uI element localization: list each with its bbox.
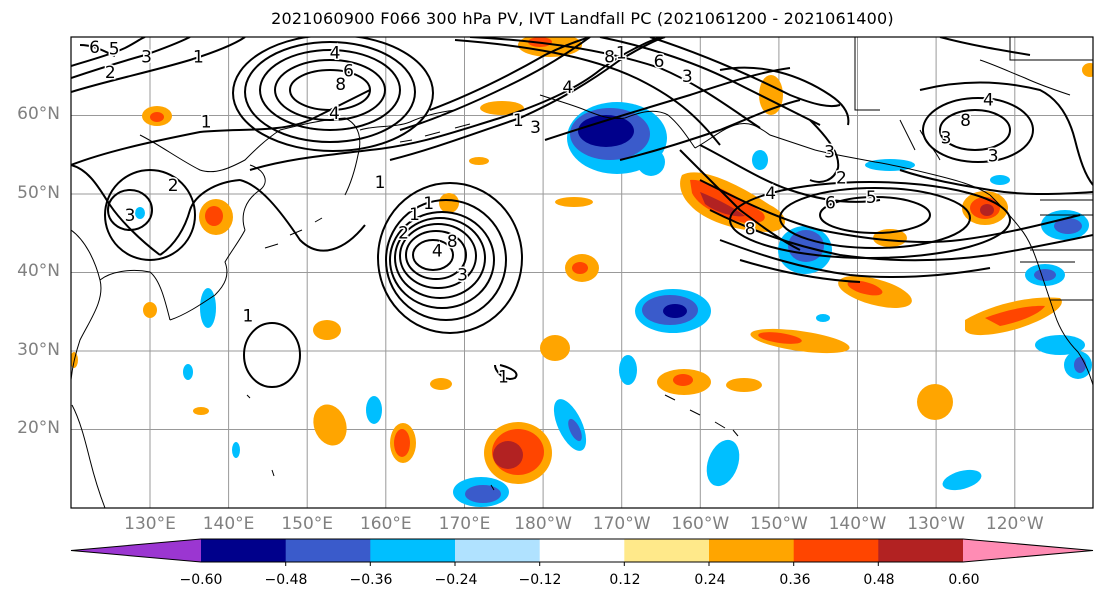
lon-label-120w: 120°W	[985, 514, 1044, 534]
colorbar-tick-label: 0.24	[694, 572, 726, 588]
contour-label: 4	[562, 78, 573, 98]
colorbar-tick-label: 0.48	[863, 572, 895, 588]
lon-label-150e: 150°E	[281, 514, 334, 534]
map-title: 2021060900 F066 300 hPa PV, IVT Landfall…	[271, 9, 894, 28]
colorbar-tick-label: −0.36	[349, 572, 393, 588]
contour-label: 3	[824, 142, 835, 162]
contour-label: 1	[409, 205, 420, 225]
lon-label-130w: 130°W	[907, 514, 965, 534]
pos-patch-pnw	[962, 191, 1008, 225]
lon-label-170w: 170°W	[592, 514, 651, 534]
colorbar-extend-max	[963, 539, 1093, 562]
contour-label: 4	[329, 104, 340, 124]
pos-patch-calif	[965, 297, 1062, 336]
lon-label-160e: 160°E	[359, 514, 412, 534]
contour-label: 4	[432, 241, 443, 261]
pos-patch-central	[657, 369, 762, 395]
contour-label: 1	[423, 194, 434, 214]
neg-patch-bc	[1025, 210, 1089, 286]
contour-label: 2	[398, 223, 409, 243]
colorbar-segment	[201, 539, 287, 562]
lon-label-140w: 140°W	[828, 514, 887, 534]
colorbar-segment	[878, 539, 964, 562]
colorbar-tick-label: 0.36	[779, 572, 811, 588]
colorbar-segment	[709, 539, 795, 562]
lat-label-60n: 60°N	[17, 104, 60, 124]
colorbar	[70, 538, 1094, 566]
contour-label: 2	[836, 168, 847, 188]
contour-label: 1	[513, 111, 524, 131]
pv-contours	[71, 37, 1093, 388]
neg-patch-central	[635, 289, 711, 333]
contour-label: 3	[682, 67, 693, 87]
neg-patch-mexico	[1035, 335, 1092, 379]
contour-label: 6	[825, 193, 836, 213]
colorbar-segment	[624, 539, 710, 562]
contour-label: 8	[745, 219, 756, 239]
colorbar-tick-label: 0.60	[948, 572, 980, 588]
contour-label: 3	[988, 146, 999, 166]
lat-label-20n: 20°N	[17, 418, 60, 438]
colorbar-extend-min	[71, 539, 201, 562]
colorbar-tick-label: 0.12	[609, 572, 641, 588]
contour-label: 8	[960, 111, 971, 131]
contour-label: 1	[616, 44, 627, 64]
contour-label: 1	[498, 368, 509, 388]
lon-label-150w: 150°W	[750, 514, 808, 534]
lon-label-180w: 180°W	[514, 514, 572, 534]
contour-label: 6	[343, 62, 354, 82]
colorbar-segment	[455, 539, 541, 562]
contour-label: 5	[866, 188, 877, 208]
colorbar-tick-label: −0.12	[518, 572, 562, 588]
pos-patch-np-2	[750, 328, 850, 354]
contour-label: 3	[941, 128, 952, 148]
contour-label: 3	[457, 266, 468, 286]
contour-label: 6	[89, 38, 100, 58]
pos-patch-subtrop-1	[484, 422, 552, 484]
contour-label: 1	[193, 47, 204, 67]
colorbar-outline	[70, 538, 1094, 563]
contour-label: 6	[654, 52, 665, 72]
contour-label: 1	[242, 307, 253, 327]
neg-patch-subtrop	[453, 477, 509, 507]
lon-label-160w: 160°W	[671, 514, 730, 534]
colorbar-tick-label: −0.60	[179, 572, 223, 588]
map-frame	[70, 36, 1094, 509]
contour-label: 3	[141, 47, 152, 67]
lon-label-130e: 130°E	[124, 514, 176, 534]
lat-label-40n: 40°N	[17, 261, 60, 281]
lat-label-30n: 30°N	[17, 340, 60, 360]
contour-label: 8	[447, 232, 458, 252]
neg-patch-bering	[567, 102, 667, 176]
colorbar-tick-label: −0.24	[434, 572, 478, 588]
contour-label: 1	[375, 173, 386, 193]
contour-label: 8	[604, 47, 615, 67]
ivt-anomaly-fills	[71, 37, 1093, 507]
pos-patch-np-1	[838, 276, 912, 308]
lon-label-170e: 170°E	[438, 514, 491, 534]
contour-label: 3	[530, 118, 541, 138]
colorbar-segment	[370, 539, 456, 562]
contour-label: 5	[109, 40, 120, 60]
colorbar-segment	[793, 539, 879, 562]
contour-label: 8	[335, 75, 346, 95]
contour-label: 2	[105, 63, 116, 83]
colorbar-segment	[285, 539, 371, 562]
colorbar-tick-label: −0.48	[264, 572, 308, 588]
lat-label-50n: 50°N	[17, 183, 60, 203]
contour-label: 1	[201, 113, 212, 133]
contour-label: 3	[125, 206, 136, 226]
colorbar-segment	[539, 539, 625, 562]
lon-label-140e: 140°E	[202, 514, 255, 534]
contour-label: 2	[168, 176, 179, 196]
contour-label: 4	[983, 91, 994, 111]
contour-label: 4	[765, 184, 776, 204]
contour-label: 4	[330, 44, 341, 64]
